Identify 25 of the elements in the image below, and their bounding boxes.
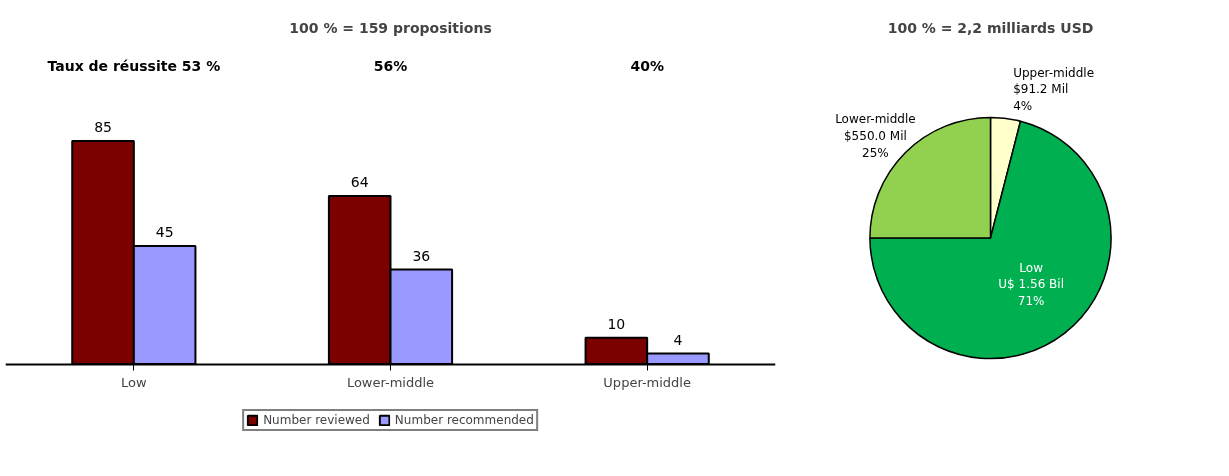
data-label: 71% [1017, 294, 1045, 309]
legend-label: Number reviewed [263, 413, 370, 427]
x-tick-label: Upper-middle [603, 375, 691, 391]
text: U$ 1.56 Bil [998, 277, 1064, 292]
data-label: 64 [350, 174, 369, 191]
slice-label: Low [1019, 260, 1044, 275]
text: 56% [373, 57, 408, 74]
chart-title: 100 % = 2,2 milliards USD [887, 19, 1094, 36]
data-label: 4 [673, 331, 683, 348]
data-label: 4% [1013, 99, 1033, 114]
x-tick-label: Low [121, 375, 147, 391]
data-label: 85 [94, 119, 112, 135]
data-label: 10 [607, 315, 626, 332]
text: $550.0 Mil [843, 129, 907, 144]
data-label: 45 [155, 224, 174, 241]
chart-title: 100 % = 159 propositions [289, 19, 492, 36]
text: $91.2 Mil [1013, 82, 1069, 97]
slice-label: Upper-middle [1013, 65, 1095, 80]
x-tick-label: Lower-middle [346, 375, 435, 391]
legend-label: Number recommended [394, 413, 534, 427]
data-label: 36 [412, 247, 431, 264]
text: 40% [630, 57, 664, 74]
slice-label: Lower-middle [835, 112, 916, 127]
text: Taux de réussite 53 % [47, 57, 221, 74]
data-label: 25% [862, 145, 889, 160]
